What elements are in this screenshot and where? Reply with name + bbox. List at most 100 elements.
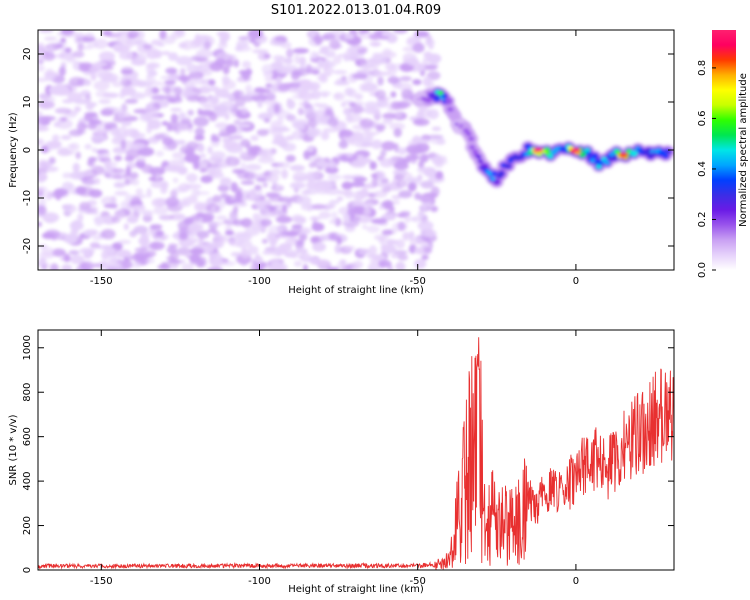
heatmap-cell bbox=[417, 63, 425, 72]
heatmap-cell bbox=[83, 79, 92, 87]
heatmap-cell bbox=[354, 195, 363, 200]
heatmap-cell bbox=[160, 75, 176, 80]
heatmap-cell bbox=[292, 171, 308, 182]
heatmap-cell bbox=[344, 245, 356, 251]
heatmap-cell bbox=[100, 108, 114, 116]
heatmap-cell bbox=[112, 81, 123, 88]
snr-x-ticks: -150 -100 -50 0 bbox=[90, 330, 579, 587]
snr-x-tick-label: 0 bbox=[573, 576, 579, 587]
heatmap-cell bbox=[151, 94, 168, 100]
heatmap-cell bbox=[376, 171, 386, 181]
heatmap-cell bbox=[133, 225, 149, 235]
heatmap-cell bbox=[424, 230, 437, 237]
heatmap-cell bbox=[91, 62, 103, 73]
heatmap-cell bbox=[148, 241, 165, 251]
heatmap-cell bbox=[208, 79, 216, 86]
heatmap-cell bbox=[256, 177, 267, 183]
heatmap-cell bbox=[359, 188, 369, 199]
heatmap-cell bbox=[323, 203, 336, 209]
heatmap-cell bbox=[289, 164, 306, 172]
heatmap-cell bbox=[305, 187, 319, 195]
heatmap-cell bbox=[618, 152, 629, 157]
heatmap-cell bbox=[477, 159, 484, 164]
heatmap-cell bbox=[415, 142, 430, 153]
colorbar-label: Normalized spectral amplitude bbox=[738, 73, 749, 227]
snr-y-tick-label: 600 bbox=[22, 427, 33, 446]
heatmap-y-axis-label: Frequency (Hz) bbox=[8, 112, 19, 188]
heatmap-cell bbox=[162, 136, 174, 146]
heatmap-cell bbox=[324, 50, 336, 58]
heatmap-cell bbox=[417, 220, 434, 231]
heatmap-cell bbox=[421, 254, 429, 261]
heatmap-cell bbox=[154, 173, 161, 180]
heatmap-cell bbox=[38, 159, 49, 170]
heatmap-cell bbox=[222, 65, 230, 75]
heatmap-cell bbox=[124, 179, 130, 186]
heatmap-cell bbox=[315, 109, 325, 120]
heatmap-cell bbox=[123, 256, 129, 262]
heatmap-y-ticks: -20 -10 0 10 20 bbox=[22, 48, 674, 254]
heatmap-cell bbox=[391, 195, 402, 200]
heatmap-cell bbox=[210, 168, 216, 177]
heatmap-cell bbox=[131, 178, 140, 186]
heatmap-cell bbox=[131, 260, 142, 269]
heatmap-cell bbox=[96, 244, 114, 250]
heatmap-cell bbox=[174, 30, 185, 36]
heatmap-cell bbox=[355, 154, 365, 160]
heatmap-cell bbox=[302, 264, 309, 270]
heatmap-cell bbox=[38, 186, 48, 194]
heatmap-cell bbox=[100, 229, 116, 240]
heatmap-cell bbox=[233, 119, 242, 126]
heatmap-cell bbox=[361, 30, 370, 34]
heatmap-cell bbox=[114, 190, 129, 196]
heatmap-cell bbox=[263, 118, 271, 123]
heatmap-cell bbox=[297, 107, 304, 116]
heatmap-cell bbox=[203, 40, 212, 50]
heatmap-cell bbox=[111, 174, 123, 180]
heatmap-cell bbox=[233, 205, 239, 214]
heatmap-cell bbox=[89, 229, 98, 235]
heatmap-cell bbox=[333, 80, 350, 86]
heatmap-cell bbox=[212, 195, 222, 203]
heatmap-cell bbox=[61, 264, 73, 270]
heatmap-cell bbox=[38, 257, 47, 265]
heatmap-cell bbox=[570, 148, 581, 152]
heatmap-cell bbox=[217, 184, 230, 192]
heatmap-cell bbox=[354, 93, 364, 100]
heatmap-cell bbox=[377, 76, 384, 86]
heatmap-cell bbox=[210, 258, 224, 268]
heatmap-cell bbox=[116, 34, 131, 45]
heatmap-cell bbox=[199, 153, 207, 158]
heatmap-cell bbox=[38, 30, 54, 33]
heatmap-cell bbox=[64, 233, 77, 244]
heatmap-cell bbox=[392, 199, 400, 205]
heatmap-cell bbox=[179, 67, 186, 77]
heatmap-cell bbox=[48, 85, 66, 96]
heatmap-cell bbox=[44, 72, 56, 82]
heatmap-cell bbox=[366, 225, 380, 233]
heatmap-cell bbox=[168, 243, 178, 248]
heatmap-cell bbox=[431, 126, 442, 132]
heatmap-cell bbox=[69, 171, 85, 180]
heatmap-cell bbox=[239, 151, 248, 158]
heatmap-cell bbox=[318, 74, 328, 83]
heatmap-cell bbox=[214, 58, 226, 67]
heatmap-cell bbox=[371, 177, 379, 187]
heatmap-cell bbox=[276, 76, 282, 84]
heatmap-cell bbox=[220, 93, 235, 99]
heatmap-cell bbox=[178, 112, 186, 119]
heatmap-cell bbox=[283, 57, 293, 65]
heatmap-cell bbox=[423, 167, 437, 178]
figure-title: S101.2022.013.01.04.R09 bbox=[271, 3, 441, 18]
heatmap-cell bbox=[198, 236, 204, 246]
heatmap-cell bbox=[349, 105, 365, 115]
heatmap-cell bbox=[103, 203, 118, 209]
heatmap-cell bbox=[79, 247, 95, 255]
heatmap-cell bbox=[387, 265, 394, 270]
heatmap-cell bbox=[62, 172, 72, 179]
heatmap-cell bbox=[315, 35, 322, 46]
heatmap-cell bbox=[402, 231, 410, 241]
heatmap-cell bbox=[138, 236, 150, 246]
heatmap-cell bbox=[120, 70, 133, 75]
heatmap-cell bbox=[308, 130, 317, 138]
